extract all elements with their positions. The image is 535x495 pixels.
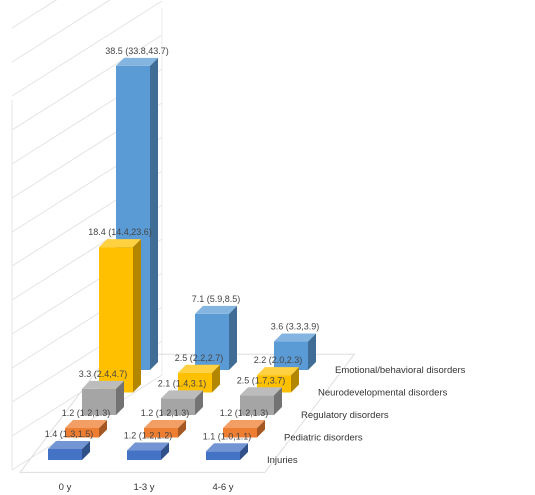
series-label: Pediatric disorders — [284, 433, 363, 444]
series-axis: Injuries Pediatric disorders Regulatory di… — [267, 365, 466, 466]
grid-lines — [11, 0, 163, 471]
bar-neurodevelopmental-disorders-0 — [99, 239, 141, 393]
bar-top — [127, 442, 169, 451]
bar-front — [223, 428, 257, 438]
bar-front — [48, 448, 82, 460]
bar-front — [127, 450, 161, 460]
bar-top — [274, 333, 316, 342]
data-label: 1.2 (1.2,1.3) — [141, 408, 190, 418]
bar-side — [240, 443, 248, 460]
data-label: 38.5 (33.8,43.7) — [105, 46, 169, 56]
category-label: 0 y — [59, 482, 72, 493]
bar-side — [161, 442, 169, 460]
bar-side — [195, 390, 203, 415]
bar-neurodevelopmental-disorders-1 — [178, 364, 220, 393]
bar-regulatory-disorders-0 — [82, 380, 124, 415]
bar-side — [99, 420, 107, 438]
data-labels: 3.6 (3.3,3.9) 7.1 (5.9,8.5) 38.5 (33.8,43.… — [45, 46, 320, 441]
bar-top — [178, 364, 220, 373]
bar-top — [99, 239, 141, 248]
bar-regulatory-disorders-2 — [240, 387, 282, 415]
bar-side — [308, 333, 316, 370]
data-label: 7.1 (5.9,8.5) — [192, 294, 241, 304]
bar-pediatric-disorders-2 — [223, 420, 265, 438]
data-label: 2.5 (2.2,2.7) — [175, 353, 224, 363]
bar-injuries-0 — [48, 440, 90, 460]
data-label: 1.4 (1.3,1.5) — [45, 429, 94, 439]
data-label: 2.2 (2.0,2.3) — [254, 355, 303, 365]
bar-side — [274, 387, 282, 415]
chart-floor — [19, 353, 356, 473]
bar-injuries-2 — [206, 443, 248, 460]
data-label: 3.3 (2.4,4.7) — [79, 369, 128, 379]
series-label: Emotional/behavioral disorders — [335, 365, 466, 376]
category-axis: 0 y 1-3 y 4-6 y — [59, 482, 234, 493]
bar-side — [82, 440, 90, 460]
data-label: 1.2 (1.2,1.3) — [62, 408, 111, 418]
bar-front — [178, 372, 212, 393]
data-label: 2.5 (1.7,3.7) — [237, 375, 286, 385]
bar-injuries-1 — [127, 442, 169, 460]
category-label: 1-3 y — [133, 482, 154, 493]
bar-top — [223, 420, 265, 429]
bar-side — [133, 239, 141, 393]
bar-side — [212, 364, 220, 393]
bar-emotional-behavioral-disorders-1 — [195, 305, 237, 370]
bar-top — [82, 380, 124, 389]
bar-side — [291, 367, 299, 393]
bar-front — [82, 388, 116, 415]
bar-side — [229, 305, 237, 370]
grid-line — [11, 0, 163, 97]
bar-top — [65, 420, 107, 429]
bar-top — [206, 443, 248, 452]
bar-side — [178, 420, 186, 438]
bar-front — [274, 341, 308, 370]
data-label: 1.2 (1.2,1.3) — [220, 408, 269, 418]
bars — [48, 57, 316, 460]
data-label: 3.6 (3.3,3.9) — [271, 322, 320, 332]
bar-top — [144, 420, 186, 429]
bar-top — [257, 367, 299, 376]
bar-side — [150, 57, 158, 370]
bar-front — [99, 247, 133, 393]
bar-front — [65, 428, 99, 438]
data-label: 18.4 (14.4,23.6) — [88, 227, 152, 237]
series-label: Regulatory disorders — [301, 410, 389, 421]
bar-top — [48, 440, 90, 449]
bar-pediatric-disorders-1 — [144, 420, 186, 438]
data-label: 1.1 (1.0,1.1) — [203, 431, 252, 441]
bar-side — [257, 420, 265, 438]
bar-front — [195, 313, 229, 370]
floor-outline — [19, 353, 356, 473]
bar-front — [144, 428, 178, 438]
bar-emotional-behavioral-disorders-2 — [274, 333, 316, 370]
bar-top — [161, 390, 203, 399]
bar-top — [195, 305, 237, 314]
bar-front — [161, 398, 195, 415]
data-label: 2.1 (1.4,3.1) — [158, 378, 207, 388]
bar-regulatory-disorders-1 — [161, 390, 203, 415]
series-label: Neurodevelopmental disorders — [318, 388, 448, 399]
bar-front — [206, 451, 240, 460]
bar-front — [240, 395, 274, 415]
category-label: 4-6 y — [212, 482, 233, 493]
bar-side — [116, 380, 124, 415]
series-label: Injuries — [267, 455, 298, 466]
data-label: 1.2 (1.2,1.2) — [124, 431, 173, 441]
grid-line — [11, 0, 58, 29]
bar-top — [116, 57, 158, 66]
grid-line — [11, 0, 111, 63]
bar-pediatric-disorders-0 — [65, 420, 107, 438]
grid-line — [11, 34, 163, 131]
bar-top — [240, 387, 282, 396]
